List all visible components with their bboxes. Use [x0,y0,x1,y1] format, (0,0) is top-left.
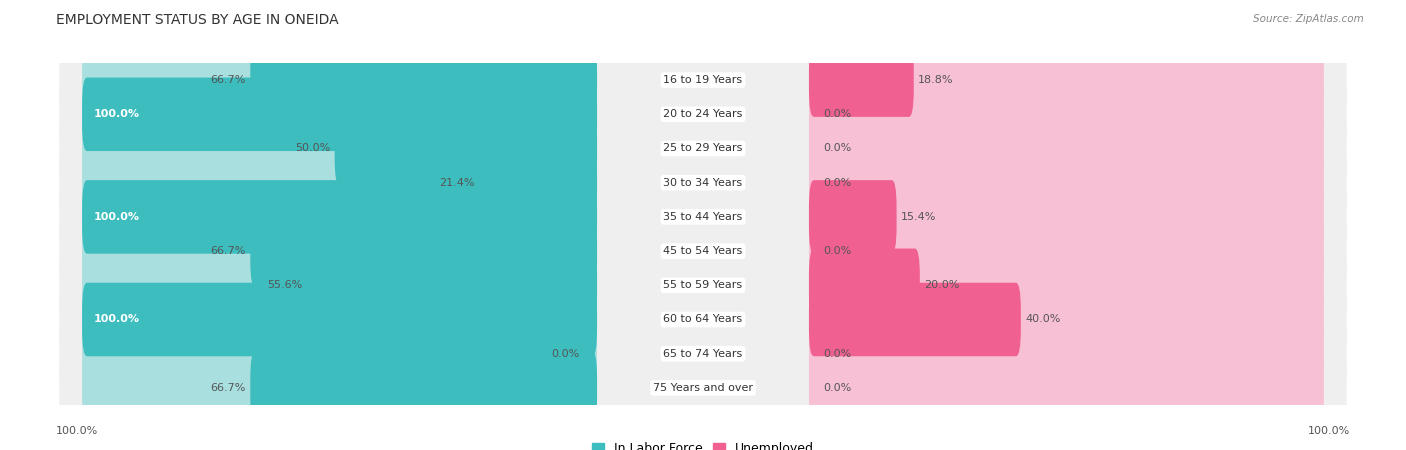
FancyBboxPatch shape [82,180,598,254]
Text: 100.0%: 100.0% [93,315,139,324]
FancyBboxPatch shape [250,351,598,425]
FancyBboxPatch shape [808,43,914,117]
Text: 20 to 24 Years: 20 to 24 Years [664,109,742,119]
FancyBboxPatch shape [82,180,598,254]
Text: 20.0%: 20.0% [924,280,959,290]
Text: 0.0%: 0.0% [551,349,579,359]
FancyBboxPatch shape [808,248,1324,322]
FancyBboxPatch shape [250,43,598,117]
FancyBboxPatch shape [335,112,598,185]
Text: 0.0%: 0.0% [823,109,852,119]
FancyBboxPatch shape [82,214,598,288]
FancyBboxPatch shape [808,77,1324,151]
Text: 55 to 59 Years: 55 to 59 Years [664,280,742,290]
Text: 18.8%: 18.8% [918,75,953,85]
FancyBboxPatch shape [808,180,897,254]
FancyBboxPatch shape [808,112,1324,185]
FancyBboxPatch shape [808,43,1324,117]
Text: 66.7%: 66.7% [211,383,246,393]
FancyBboxPatch shape [59,253,1347,318]
Text: 66.7%: 66.7% [211,246,246,256]
Text: 0.0%: 0.0% [823,178,852,188]
FancyBboxPatch shape [479,146,598,220]
FancyBboxPatch shape [82,112,598,185]
Text: 25 to 29 Years: 25 to 29 Years [664,144,742,153]
FancyBboxPatch shape [808,180,1324,254]
FancyBboxPatch shape [59,321,1347,386]
FancyBboxPatch shape [250,214,598,288]
Text: 15.4%: 15.4% [901,212,936,222]
FancyBboxPatch shape [808,317,1324,391]
FancyBboxPatch shape [808,146,1324,220]
Text: 100.0%: 100.0% [93,109,139,119]
Text: 21.4%: 21.4% [439,178,475,188]
Text: 55.6%: 55.6% [267,280,302,290]
Text: 0.0%: 0.0% [823,349,852,359]
FancyBboxPatch shape [82,317,598,391]
FancyBboxPatch shape [808,283,1021,356]
Text: 30 to 34 Years: 30 to 34 Years [664,178,742,188]
Text: 60 to 64 Years: 60 to 64 Years [664,315,742,324]
FancyBboxPatch shape [808,351,1324,425]
FancyBboxPatch shape [59,219,1347,284]
Legend: In Labor Force, Unemployed: In Labor Force, Unemployed [586,437,820,450]
FancyBboxPatch shape [82,43,598,117]
FancyBboxPatch shape [59,48,1347,112]
FancyBboxPatch shape [808,214,1324,288]
Text: 0.0%: 0.0% [823,144,852,153]
Text: 100.0%: 100.0% [93,212,139,222]
FancyBboxPatch shape [59,116,1347,181]
FancyBboxPatch shape [808,248,920,322]
Text: 0.0%: 0.0% [823,383,852,393]
FancyBboxPatch shape [808,283,1324,356]
Text: 50.0%: 50.0% [295,144,330,153]
Text: 35 to 44 Years: 35 to 44 Years [664,212,742,222]
FancyBboxPatch shape [59,356,1347,420]
FancyBboxPatch shape [82,146,598,220]
Text: 100.0%: 100.0% [1308,427,1350,436]
FancyBboxPatch shape [82,283,598,356]
Text: 40.0%: 40.0% [1025,315,1060,324]
FancyBboxPatch shape [307,248,598,322]
Text: EMPLOYMENT STATUS BY AGE IN ONEIDA: EMPLOYMENT STATUS BY AGE IN ONEIDA [56,14,339,27]
FancyBboxPatch shape [59,82,1347,147]
Text: 100.0%: 100.0% [56,427,98,436]
Text: 0.0%: 0.0% [823,246,852,256]
FancyBboxPatch shape [82,283,598,356]
Text: Source: ZipAtlas.com: Source: ZipAtlas.com [1253,14,1364,23]
FancyBboxPatch shape [82,77,598,151]
FancyBboxPatch shape [59,150,1347,215]
Text: 16 to 19 Years: 16 to 19 Years [664,75,742,85]
FancyBboxPatch shape [82,351,598,425]
Text: 45 to 54 Years: 45 to 54 Years [664,246,742,256]
Text: 66.7%: 66.7% [211,75,246,85]
FancyBboxPatch shape [59,184,1347,249]
Text: 65 to 74 Years: 65 to 74 Years [664,349,742,359]
Text: 75 Years and over: 75 Years and over [652,383,754,393]
FancyBboxPatch shape [82,248,598,322]
FancyBboxPatch shape [82,77,598,151]
FancyBboxPatch shape [59,287,1347,352]
